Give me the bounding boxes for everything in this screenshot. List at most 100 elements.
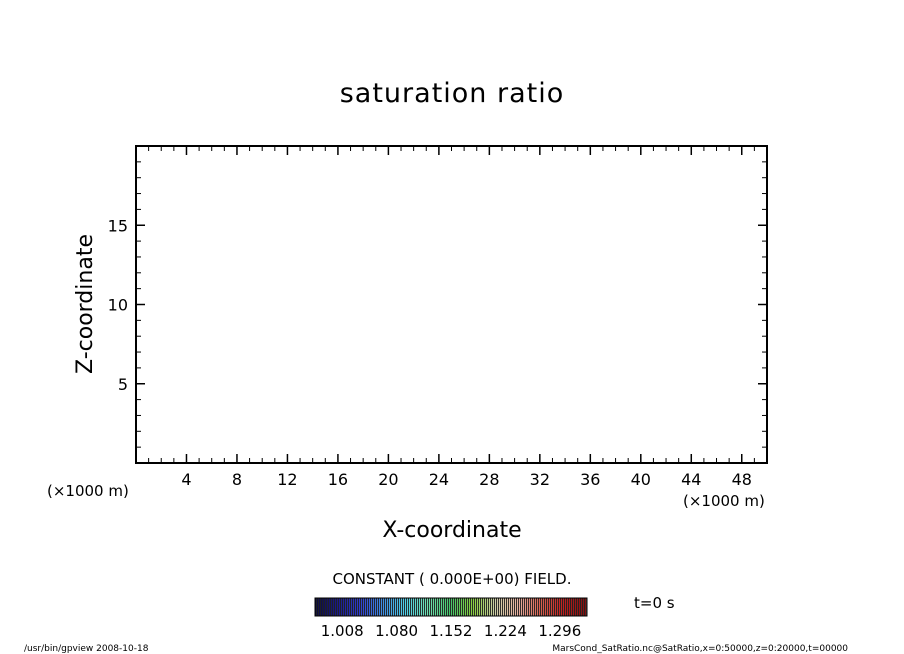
colorbar-stripe-gap: [374, 598, 375, 616]
colorbar-stripe: [379, 598, 381, 616]
colorbar-stripe-gap: [446, 598, 447, 616]
colorbar-stripe-gap: [442, 598, 443, 616]
colorbar-stripe-gap: [534, 598, 535, 616]
colorbar-stripe: [479, 598, 481, 616]
colorbar-stripe: [369, 598, 371, 616]
colorbar-stripe-gap: [372, 598, 373, 616]
colorbar-stripe-gap: [390, 598, 391, 616]
colorbar-stripe: [343, 598, 345, 616]
colorbar-stripe-gap: [324, 598, 325, 616]
colorbar-stripe-gap: [524, 598, 525, 616]
x-axis-label: X-coordinate: [382, 518, 521, 543]
colorbar-stripe: [325, 598, 327, 616]
colorbar-stripe: [417, 598, 419, 616]
colorbar-stripe-gap: [542, 598, 543, 616]
colorbar-stripe: [393, 598, 395, 616]
x-tick-label: 24: [429, 470, 449, 489]
colorbar-stripe: [355, 598, 357, 616]
colorbar-stripe-gap: [356, 598, 357, 616]
x-tick-label: 20: [378, 470, 398, 489]
colorbar-stripe: [507, 598, 509, 616]
colorbar-stripe: [385, 598, 387, 616]
colorbar-stripe-gap: [386, 598, 387, 616]
colorbar-stripe-gap: [536, 598, 537, 616]
colorbar-stripe: [391, 598, 393, 616]
colorbar-stripe-gap: [570, 598, 571, 616]
colorbar-stripe-gap: [348, 598, 349, 616]
colorbar-stripe-gap: [504, 598, 505, 616]
colorbar-stripe: [539, 598, 541, 616]
colorbar-stripe: [319, 598, 321, 616]
colorbar-stripe-gap: [380, 598, 381, 616]
colorbar-stripe: [439, 598, 441, 616]
colorbar-stripe-gap: [556, 598, 557, 616]
colorbar-stripe: [517, 598, 519, 616]
colorbar-stripe: [377, 598, 379, 616]
colorbar-stripe: [545, 598, 547, 616]
colorbar-stripe: [333, 598, 335, 616]
colorbar-stripe-gap: [408, 598, 409, 616]
colorbar-stripe-gap: [464, 598, 465, 616]
x-tick-label: 32: [530, 470, 550, 489]
colorbar-stripe: [365, 598, 367, 616]
colorbar-stripe: [421, 598, 423, 616]
colorbar-stripe: [453, 598, 455, 616]
colorbar-stripe-gap: [424, 598, 425, 616]
colorbar-stripe: [315, 598, 317, 616]
colorbar-stripe-gap: [332, 598, 333, 616]
colorbar-stripe-gap: [352, 598, 353, 616]
colorbar-stripe-gap: [368, 598, 369, 616]
x-tick-label: 44: [681, 470, 701, 489]
colorbar-stripe-gap: [322, 598, 323, 616]
colorbar-stripe: [347, 598, 349, 616]
colorbar-stripe: [497, 598, 499, 616]
colorbar-stripe: [381, 598, 383, 616]
colorbar-stripe: [499, 598, 501, 616]
colorbar-tick-labels: 1.008 1.080 1.152 1.224 1.296: [321, 622, 582, 640]
y-minor-ticks: [136, 161, 767, 448]
colorbar-frame: [314, 597, 588, 617]
colorbar-stripe: [403, 598, 405, 616]
time-label: t=0 s: [634, 594, 675, 612]
colorbar-stripe: [449, 598, 451, 616]
colorbar-stripe-gap: [474, 598, 475, 616]
footer-left: /usr/bin/gpview 2008-10-18: [24, 644, 149, 654]
colorbar-stripe-gap: [552, 598, 553, 616]
colorbar-stripe: [419, 598, 421, 616]
colorbar-stripe: [457, 598, 459, 616]
colorbar-stripe: [413, 598, 415, 616]
colorbar-tick-label: 1.080: [375, 622, 418, 640]
chart-title: saturation ratio: [340, 78, 565, 109]
colorbar-stripe: [513, 598, 515, 616]
colorbar-stripe-gap: [458, 598, 459, 616]
colorbar-stripe-gap: [388, 598, 389, 616]
colorbar-stripe: [339, 598, 341, 616]
x-axis-ticks: 4 8 12 16 20 24 28 32 36 40 44 48: [181, 146, 752, 489]
colorbar-stripe-gap: [384, 598, 385, 616]
colorbar-tick-label: 1.224: [484, 622, 527, 640]
x-minor-ticks: [148, 146, 755, 463]
colorbar-stripe: [543, 598, 545, 616]
colorbar-stripe: [493, 598, 495, 616]
colorbar-stripe-gap: [532, 598, 533, 616]
colorbar-stripe-gap: [514, 598, 515, 616]
colorbar-stripe-gap: [454, 598, 455, 616]
colorbar-stripe-gap: [574, 598, 575, 616]
colorbar-stripe: [471, 598, 473, 616]
colorbar-stripe-gap: [444, 598, 445, 616]
colorbar-stripe: [409, 598, 411, 616]
colorbar-stripe: [433, 598, 435, 616]
colorbar-stripe-gap: [400, 598, 401, 616]
colorbar-stripe-gap: [448, 598, 449, 616]
colorbar-stripe-gap: [500, 598, 501, 616]
colorbar-stripe-gap: [580, 598, 581, 616]
colorbar-stripe: [501, 598, 503, 616]
colorbar-stripe-gap: [512, 598, 513, 616]
colorbar-stripe-gap: [550, 598, 551, 616]
colorbar-stripe-gap: [462, 598, 463, 616]
colorbar-stripe: [461, 598, 463, 616]
colorbar-stripe-gap: [568, 598, 569, 616]
colorbar-stripe: [481, 598, 483, 616]
footer-right: MarsCond_SatRatio.nc@SatRatio,x=0:50000,…: [552, 644, 848, 654]
colorbar-stripe-gap: [392, 598, 393, 616]
